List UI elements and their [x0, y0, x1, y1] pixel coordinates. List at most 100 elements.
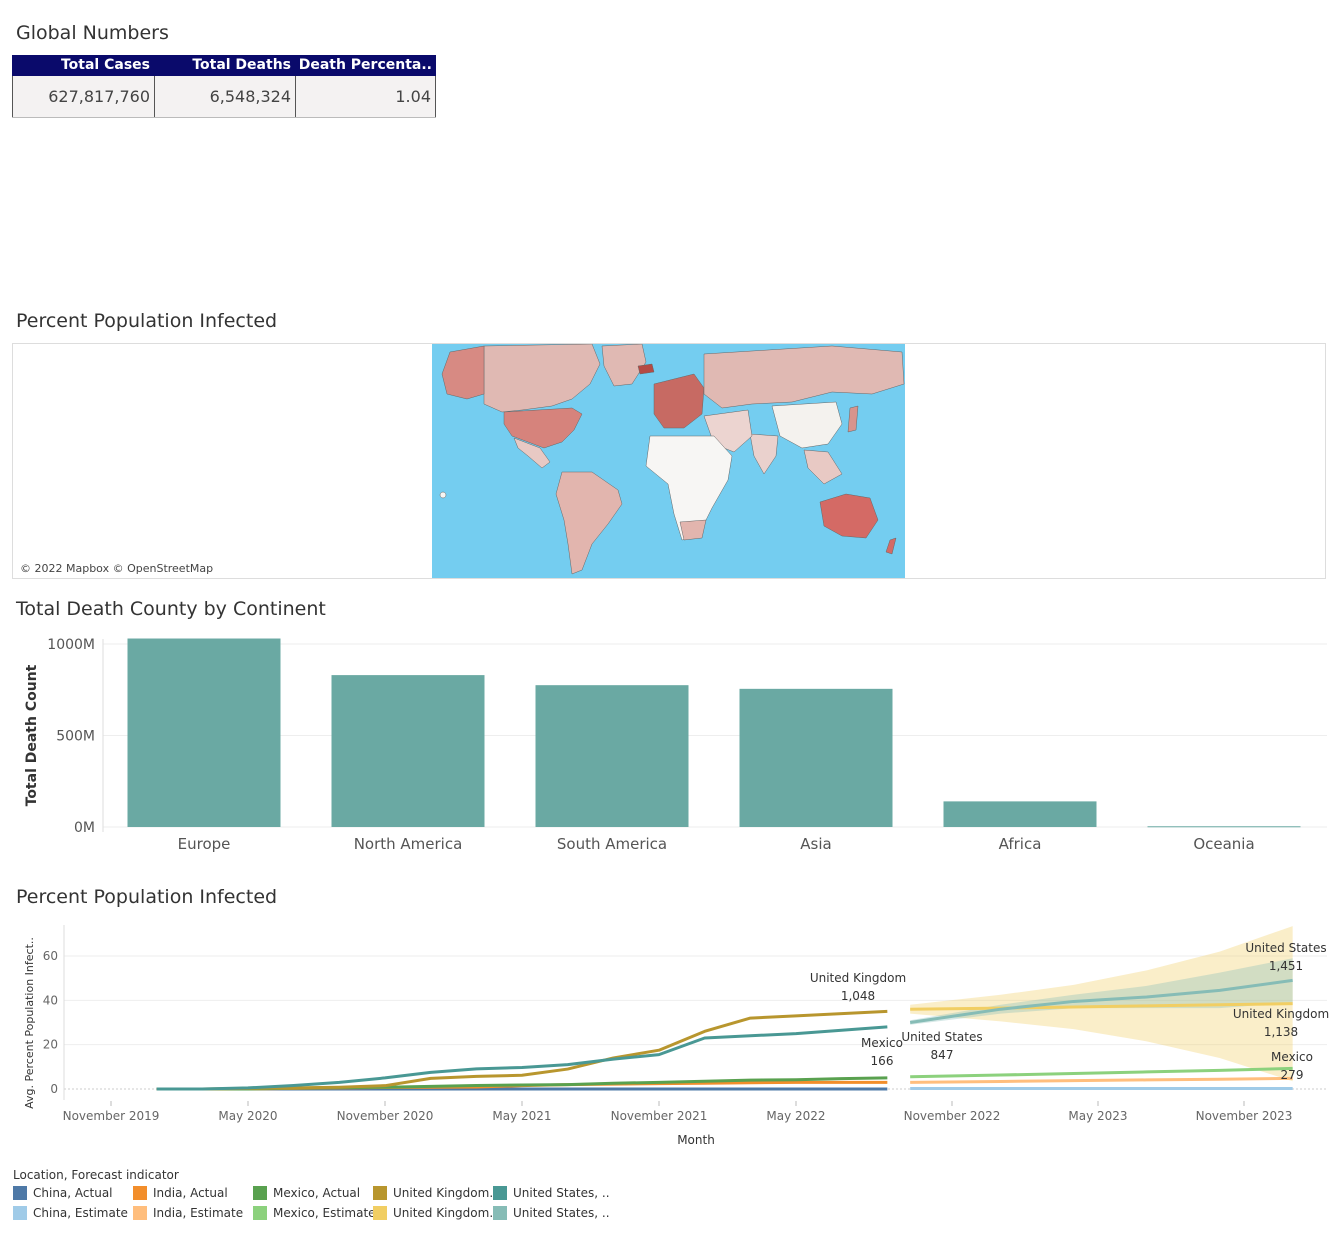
country-japan[interactable] — [847, 405, 859, 433]
country-usa[interactable] — [503, 407, 583, 449]
bar-xtick-label: Africa — [999, 835, 1042, 853]
chart-legend: Location, Forecast indicator China, Actu… — [13, 1168, 613, 1220]
bar-europe[interactable] — [127, 638, 281, 827]
legend-item[interactable]: China, Actual — [13, 1186, 133, 1200]
annotation-label: United States — [1245, 941, 1326, 955]
annotation-label: Mexico — [861, 1036, 903, 1050]
total-cases-value[interactable]: 627,817,760 — [12, 76, 154, 117]
legend-label: Mexico, Estimate — [273, 1206, 373, 1220]
legend-swatch — [13, 1206, 27, 1220]
line-ytick-label: 20 — [43, 1038, 58, 1052]
forecast-line[interactable] — [909, 978, 1293, 1024]
bar-north-america[interactable] — [331, 675, 485, 827]
bar-xtick-label: Oceania — [1193, 835, 1254, 853]
annotation-label: United States — [901, 1030, 982, 1044]
legend-swatch — [373, 1206, 387, 1220]
line-ytick-label: 40 — [43, 993, 58, 1007]
legend-swatch — [13, 1186, 27, 1200]
legend-item[interactable]: United States, .. — [493, 1186, 613, 1200]
forecast-line[interactable] — [910, 1066, 1293, 1079]
country-greenland[interactable] — [601, 344, 647, 387]
series-line[interactable] — [156, 1009, 888, 1091]
legend-item[interactable]: India, Estimate — [133, 1206, 253, 1220]
bar-ytick-label: 1000M — [47, 637, 95, 653]
forecast-line[interactable] — [910, 1076, 1293, 1084]
annotation-value: 1,451 — [1269, 959, 1303, 973]
bar-south-america[interactable] — [535, 685, 689, 827]
legend-item[interactable]: United Kingdom.. — [373, 1206, 493, 1220]
legend-item[interactable]: Mexico, Estimate — [253, 1206, 373, 1220]
country-south-africa[interactable] — [679, 519, 707, 541]
country-iceland[interactable] — [637, 363, 655, 375]
bar-asia[interactable] — [739, 688, 893, 827]
total-deaths-value[interactable]: 6,548,324 — [154, 76, 295, 117]
country-australia[interactable] — [819, 493, 879, 539]
legend-item[interactable]: United States, .. — [493, 1206, 613, 1220]
map-title: Percent Population Infected — [16, 310, 278, 332]
legend-title: Location, Forecast indicator — [13, 1168, 179, 1182]
bar-oceania[interactable] — [1147, 826, 1301, 828]
bar-ytick-label: 500M — [56, 729, 95, 745]
global-numbers-title: Global Numbers — [16, 22, 169, 44]
table-header-row: Total Cases Total Deaths Death Percenta.… — [12, 55, 436, 76]
forecast-line[interactable] — [910, 1002, 1293, 1011]
series-line[interactable] — [156, 1025, 888, 1091]
legend-label: China, Estimate — [33, 1206, 128, 1220]
annotation-label: United Kingdom — [810, 971, 906, 985]
legend-label: United Kingdom.. — [393, 1206, 493, 1220]
legend-item[interactable]: United Kingdom.. — [373, 1186, 493, 1200]
uk-forecast-band — [910, 926, 1293, 1082]
bar-xtick-label: Asia — [800, 835, 831, 853]
legend-label: India, Estimate — [153, 1206, 244, 1220]
header-total-cases[interactable]: Total Cases — [60, 57, 150, 73]
annotation-value: 1,048 — [841, 989, 875, 1003]
bar-xtick-label: Europe — [178, 835, 231, 853]
world-map[interactable] — [432, 344, 905, 578]
legend-item[interactable]: India, Actual — [133, 1186, 253, 1200]
header-death-percentage[interactable]: Death Percenta.. — [298, 57, 432, 73]
annotation-value: 1,138 — [1264, 1025, 1298, 1039]
line-xtick-label: May 2021 — [492, 1109, 551, 1123]
country-alaska[interactable] — [441, 345, 485, 400]
line-ytick-label: 60 — [43, 949, 58, 963]
country-mexico[interactable] — [513, 437, 551, 469]
line-xtick-label: May 2020 — [218, 1109, 277, 1123]
annotation-label: United Kingdom — [1233, 1007, 1329, 1021]
country-south-america[interactable] — [555, 471, 623, 575]
legend-swatch — [133, 1206, 147, 1220]
legend-item[interactable]: China, Estimate — [13, 1206, 133, 1220]
country-russia[interactable] — [703, 345, 905, 409]
legend-label: India, Actual — [153, 1186, 228, 1200]
bar-xtick-label: South America — [557, 835, 667, 853]
legend-swatch — [493, 1186, 507, 1200]
annotation-label: Mexico — [1271, 1050, 1313, 1064]
country-india[interactable] — [749, 433, 779, 475]
island-marker — [439, 491, 447, 499]
country-canada[interactable] — [483, 344, 601, 413]
line-chart: 0 20 40 60 Avg. Percent Population Infect.. N… — [23, 925, 1329, 1147]
legend-item[interactable]: Mexico, Actual — [253, 1186, 373, 1200]
line-xtick-label: November 2023 — [1196, 1109, 1293, 1123]
death-percentage-value[interactable]: 1.04 — [295, 76, 436, 117]
annotation-value: 166 — [871, 1054, 894, 1068]
map-credit: © 2022 Mapbox © OpenStreetMap — [20, 562, 214, 575]
legend-label: United Kingdom.. — [393, 1186, 493, 1200]
bar-chart-title: Total Death County by Continent — [16, 598, 326, 620]
country-southeast-asia[interactable] — [803, 449, 843, 485]
line-xaxis-title: Month — [677, 1133, 715, 1147]
country-new-zealand[interactable] — [885, 537, 897, 555]
table-row: 627,817,760 6,548,324 1.04 — [12, 76, 436, 118]
line-ytick-label: 0 — [50, 1082, 58, 1096]
country-europe[interactable] — [653, 373, 705, 429]
country-china[interactable] — [771, 401, 843, 449]
line-yaxis-title: Avg. Percent Population Infect.. — [23, 937, 36, 1109]
legend-items: China, Actual India, Actual Mexico, Actual… — [13, 1186, 613, 1220]
header-total-deaths[interactable]: Total Deaths — [192, 57, 291, 73]
map-frame[interactable] — [12, 343, 1326, 579]
bar-yaxis-title: Total Death Count — [24, 664, 40, 806]
annotation-value: 847 — [931, 1048, 954, 1062]
bar-africa[interactable] — [943, 801, 1097, 827]
legend-label: United States, .. — [513, 1206, 610, 1220]
global-numbers-table: Total Cases Total Deaths Death Percenta.… — [12, 55, 436, 118]
bar-chart: 0M 500M 1000M Total Death Count Europe North … — [24, 637, 1327, 853]
